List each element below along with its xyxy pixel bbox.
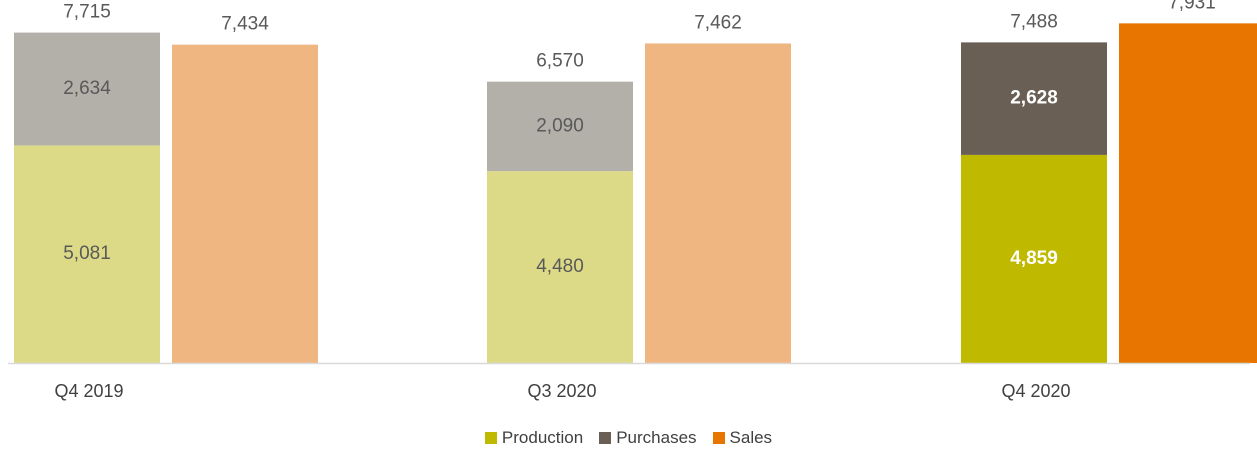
label-sales-1: 7,462	[694, 12, 742, 33]
legend-item-purchases: Purchases	[599, 428, 697, 448]
x-tick-label-0: Q4 2019	[54, 381, 123, 401]
legend-label-production: Production	[501, 428, 584, 447]
x-tick-label-1: Q3 2020	[527, 381, 596, 401]
bar-purchases-2	[961, 42, 1107, 155]
label-total-0: 7,715	[63, 2, 111, 23]
bar-production-0	[14, 145, 160, 363]
legend-swatch-purchases	[599, 432, 612, 444]
bar-production-1	[487, 171, 633, 363]
legend-item-sales: Sales	[712, 428, 773, 448]
legend-item-production: Production	[484, 428, 584, 448]
legend-swatch-production	[484, 432, 497, 444]
bar-purchases-1	[487, 81, 633, 172]
label-sales-2: 7,931	[1168, 0, 1216, 13]
label-purchases-0: 2,634	[63, 78, 111, 99]
bar-purchases-0	[14, 32, 160, 146]
label-total-2: 7,488	[1010, 11, 1058, 32]
label-production-1: 4,480	[536, 256, 584, 277]
label-total-1: 6,570	[536, 51, 584, 72]
bar-production-2	[961, 154, 1107, 363]
bar-sales-1	[645, 43, 791, 363]
x-tick-label-2: Q4 2020	[1001, 381, 1070, 401]
label-production-0: 5,081	[63, 243, 111, 264]
label-purchases-2: 2,628	[1010, 88, 1058, 109]
bar-chart: 5,081 2,634 7,715 7,434 Q4 2019 4,480 2,090 6,5…	[8, 0, 1257, 401]
legend-label-sales: Sales	[729, 428, 773, 447]
label-sales-0: 7,434	[221, 14, 269, 35]
legend: Production Purchases Sales	[0, 428, 1257, 448]
label-production-2: 4,859	[1010, 248, 1058, 269]
label-purchases-1: 2,090	[536, 115, 584, 136]
legend-swatch-sales	[712, 432, 725, 444]
legend-label-purchases: Purchases	[616, 428, 697, 447]
bar-sales-0	[172, 44, 318, 364]
bar-sales-2	[1119, 23, 1257, 364]
